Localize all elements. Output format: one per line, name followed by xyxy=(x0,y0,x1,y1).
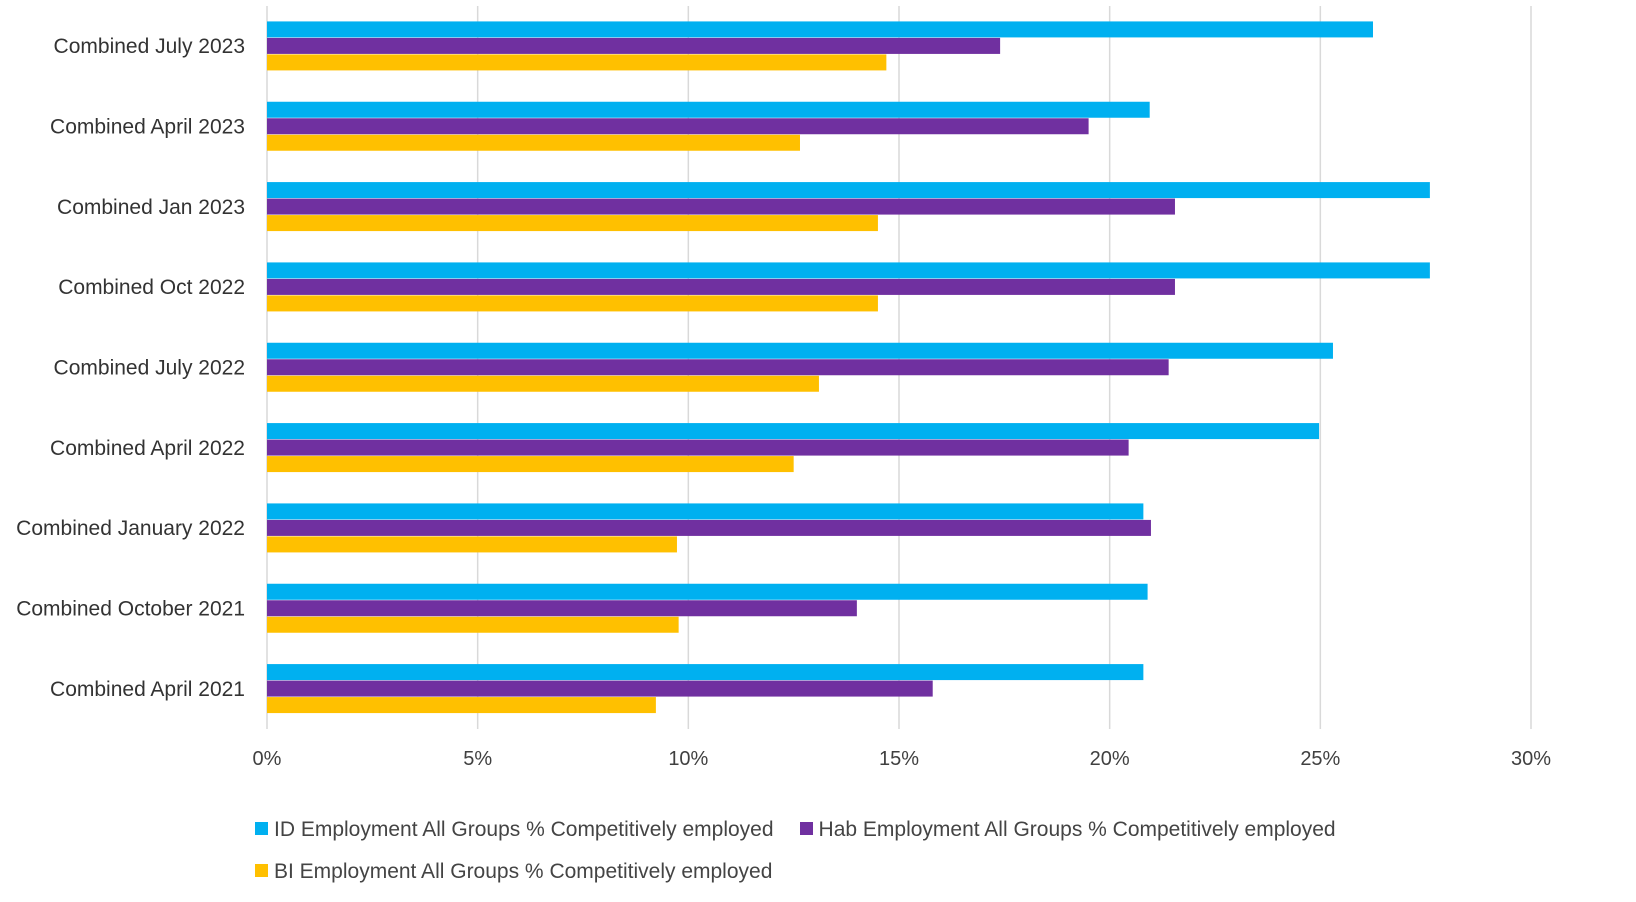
bar-series-3 xyxy=(267,697,656,714)
bar-series-1 xyxy=(267,101,1150,118)
category-label: Combined April 2021 xyxy=(50,678,245,701)
legend-swatch xyxy=(255,821,268,835)
legend-item: Hab Employment All Groups % Competitivel… xyxy=(799,818,1336,842)
bar-series-2 xyxy=(267,198,1175,215)
bar-series-2 xyxy=(267,600,857,617)
category-label: Combined Jan 2023 xyxy=(57,196,245,219)
bar-series-1 xyxy=(267,423,1320,440)
bar-series-1 xyxy=(267,664,1144,681)
bar-series-1 xyxy=(267,583,1148,600)
x-tick-label: 20% xyxy=(1090,748,1130,770)
bar-series-3 xyxy=(267,54,887,71)
category-label: Combined October 2021 xyxy=(16,598,245,621)
legend-swatch xyxy=(255,863,268,877)
bar-series-2 xyxy=(267,680,933,697)
bar-series-2 xyxy=(267,37,1001,54)
bar-series-2 xyxy=(267,439,1129,456)
bar-series-3 xyxy=(267,134,800,151)
bar-series-2 xyxy=(267,278,1175,295)
category-label: Combined January 2022 xyxy=(16,517,245,540)
category-label: Combined July 2022 xyxy=(54,357,245,380)
bar-series-1 xyxy=(267,503,1144,520)
x-tick-label: 5% xyxy=(463,748,492,770)
x-tick-label: 25% xyxy=(1300,748,1340,770)
bar-series-2 xyxy=(267,118,1089,135)
x-tick-label: 10% xyxy=(668,748,708,770)
bar-series-3 xyxy=(267,375,819,392)
x-tick-label: 15% xyxy=(879,748,919,770)
bar-series-1 xyxy=(267,262,1430,279)
bar-series-2 xyxy=(267,359,1169,376)
legend: ID Employment All Groups % Competitively… xyxy=(255,818,1615,902)
category-label: Combined April 2022 xyxy=(50,437,245,460)
legend-label: ID Employment All Groups % Competitively… xyxy=(274,818,774,841)
bar-series-1 xyxy=(267,342,1333,359)
legend-item: ID Employment All Groups % Competitively… xyxy=(255,818,774,842)
category-label: Combined April 2023 xyxy=(50,116,245,139)
legend-item: BI Employment All Groups % Competitively… xyxy=(255,860,772,884)
bar-series-1 xyxy=(267,21,1373,38)
legend-label: Hab Employment All Groups % Competitivel… xyxy=(818,818,1336,841)
category-label: Combined July 2023 xyxy=(54,35,245,58)
bar-chart: 0% 5% 10% 15% 20% 25% 30% Combined July 2023 Com… xyxy=(16,6,1551,770)
bars xyxy=(267,21,1430,714)
bar-series-3 xyxy=(267,215,878,232)
x-tick-label: 30% xyxy=(1511,748,1551,770)
category-label: Combined Oct 2022 xyxy=(58,276,245,299)
bar-series-3 xyxy=(267,295,878,312)
legend-label: BI Employment All Groups % Competitively… xyxy=(274,860,773,883)
bar-series-2 xyxy=(267,519,1151,536)
axis-labels: 0% 5% 10% 15% 20% 25% 30% Combined July 2023 Com… xyxy=(16,35,1551,770)
bar-series-3 xyxy=(267,536,677,553)
x-tick-label: 0% xyxy=(253,748,282,770)
bar-series-3 xyxy=(267,456,794,473)
legend-swatch xyxy=(799,821,813,835)
bar-series-1 xyxy=(267,182,1430,199)
bar-series-3 xyxy=(267,616,679,633)
